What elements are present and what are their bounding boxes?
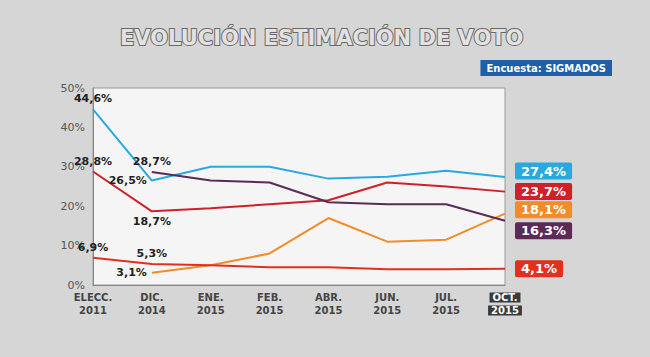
svg-text:2014: 2014 (138, 305, 166, 316)
svg-text:6,9%: 6,9% (78, 241, 109, 254)
svg-text:ELECC.: ELECC. (74, 292, 113, 303)
svg-text:10%: 10% (60, 239, 85, 253)
svg-text:30%: 30% (60, 160, 85, 174)
svg-text:44,6%: 44,6% (74, 92, 112, 105)
svg-text:2015: 2015 (373, 305, 401, 316)
svg-text:3,1%: 3,1% (116, 266, 147, 279)
svg-text:23,7%: 23,7% (521, 184, 566, 199)
svg-text:JUL.: JUL. (434, 292, 457, 303)
svg-text:FEB.: FEB. (257, 292, 282, 303)
svg-text:20%: 20% (61, 200, 85, 213)
svg-text:50%: 50% (60, 81, 85, 95)
svg-text:ABR.: ABR. (315, 292, 342, 303)
svg-text:16,3%: 16,3% (521, 223, 566, 238)
svg-text:OCT.: OCT. (493, 292, 518, 303)
svg-text:JUN.: JUN. (374, 292, 399, 303)
svg-text:28,7%: 28,7% (133, 155, 171, 168)
svg-text:27,4%: 27,4% (521, 164, 566, 179)
svg-text:ENE.: ENE. (198, 292, 224, 303)
svg-text:2015: 2015 (432, 305, 460, 316)
svg-text:28,8%: 28,8% (74, 155, 112, 168)
svg-text:0%: 0% (68, 279, 85, 292)
svg-text:18,1%: 18,1% (521, 202, 566, 217)
svg-text:EVOLUCIÓN ESTIMACIÓN DE VOTO: EVOLUCIÓN ESTIMACIÓN DE VOTO (120, 25, 523, 50)
svg-text:Encuesta: SIGMADOS: Encuesta: SIGMADOS (486, 63, 606, 74)
svg-text:2015: 2015 (491, 305, 519, 316)
svg-text:5,3%: 5,3% (137, 247, 168, 260)
svg-text:2015: 2015 (315, 305, 343, 316)
svg-text:DIC.: DIC. (140, 292, 163, 303)
svg-text:26,5%: 26,5% (109, 174, 147, 187)
svg-text:2015: 2015 (256, 305, 284, 316)
svg-text:2015: 2015 (197, 305, 225, 316)
svg-text:4,1%: 4,1% (521, 261, 557, 276)
svg-text:2011: 2011 (79, 305, 107, 316)
svg-text:40%: 40% (61, 121, 85, 134)
svg-text:18,7%: 18,7% (133, 215, 171, 228)
